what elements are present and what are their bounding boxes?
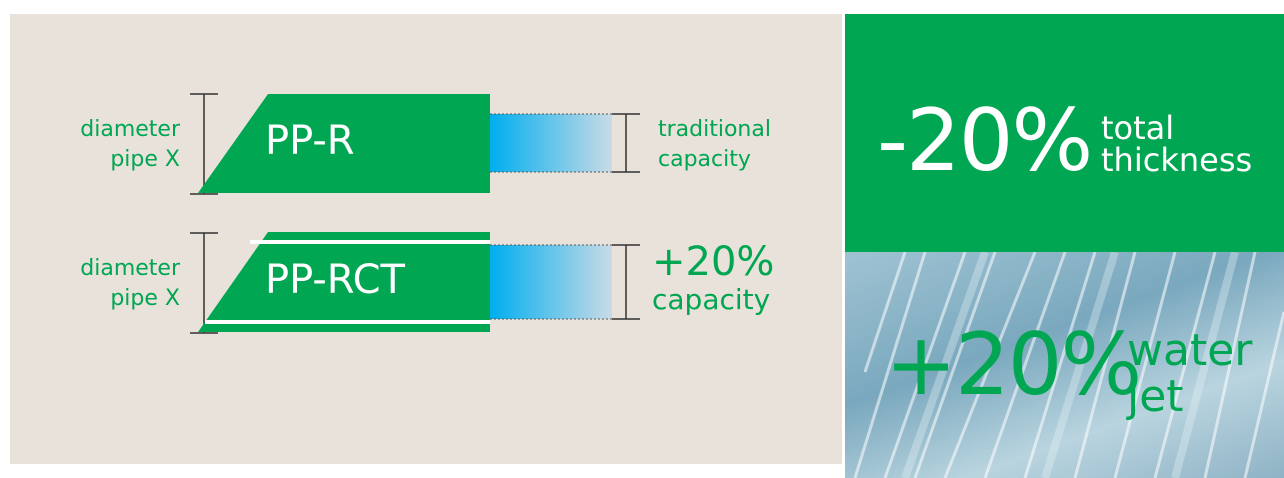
traditional-capacity-line2: capacity — [658, 147, 751, 172]
top-diameter-label-line1: diameter — [80, 117, 180, 142]
traditional-capacity-label: traditional capacity — [658, 115, 771, 175]
traditional-capacity-line1: traditional — [658, 117, 771, 142]
top-flow-bar — [490, 114, 612, 172]
bottom-diameter-label: diameter pipe X — [40, 254, 180, 314]
water-jet-image — [853, 252, 1284, 478]
thickness-caption: total thickness — [1101, 112, 1252, 176]
bottom-flow-bar — [490, 245, 612, 319]
bottom-diameter-bracket — [190, 232, 218, 334]
increased-capacity-label: +20% capacity — [652, 240, 774, 316]
bottom-capacity-bracket — [612, 244, 640, 320]
water-jet-caption-line1: water — [1127, 325, 1253, 376]
pp-rct-pipe-shape — [198, 232, 490, 332]
increased-capacity-caption: capacity — [652, 283, 771, 316]
bottom-diameter-label-line2: pipe X — [110, 286, 180, 311]
top-capacity-bracket — [612, 113, 640, 173]
thickness-caption-line2: thickness — [1101, 141, 1253, 179]
thickness-caption-line1: total — [1101, 109, 1175, 147]
highlights-panel: -20% total thickness +20% water jet — [845, 14, 1284, 478]
bottom-diameter-label-line1: diameter — [80, 256, 180, 281]
thickness-value: -20% — [877, 91, 1093, 191]
increased-capacity-value: +20% — [652, 239, 775, 285]
thickness-highlight: -20% total thickness — [845, 14, 1284, 252]
water-jet-caption: water jet — [1127, 328, 1252, 420]
top-diameter-label: diameter pipe X — [40, 115, 180, 175]
pp-r-pipe-shape — [198, 94, 490, 193]
water-jet-caption-line2: jet — [1127, 371, 1184, 422]
top-diameter-bracket — [190, 93, 218, 195]
water-jet-highlight: +20% water jet — [845, 252, 1284, 478]
top-diameter-label-line2: pipe X — [110, 147, 180, 172]
pp-rct-label: PP-RCT — [265, 257, 405, 303]
water-jet-value: +20% — [885, 315, 1142, 415]
pp-r-label: PP-R — [265, 118, 355, 164]
